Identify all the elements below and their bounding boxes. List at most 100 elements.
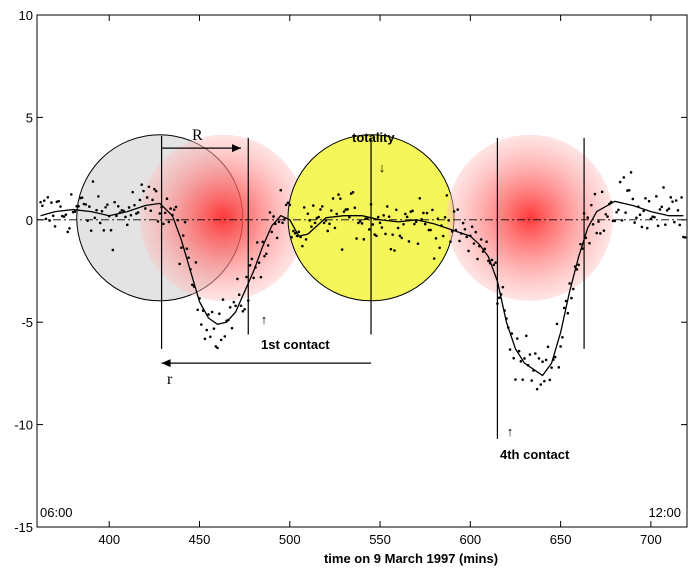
first-contact-label: 1st contact <box>261 337 330 352</box>
data-point <box>629 171 633 174</box>
data-point <box>313 221 317 225</box>
data-point <box>570 296 573 300</box>
data-point <box>68 226 71 230</box>
data-point <box>463 227 467 231</box>
data-point <box>339 197 342 200</box>
y-tick-label: 10 <box>19 8 33 23</box>
data-point <box>284 203 288 207</box>
data-point <box>425 211 429 215</box>
data-point <box>270 230 274 234</box>
data-point <box>158 212 162 215</box>
data-point <box>167 220 171 224</box>
data-point <box>535 387 539 391</box>
data-point <box>521 378 524 381</box>
data-point <box>145 196 149 199</box>
data-point <box>393 249 396 252</box>
data-point <box>98 221 102 225</box>
data-point <box>595 231 599 235</box>
data-point <box>286 201 290 205</box>
data-point <box>618 180 622 184</box>
data-point <box>340 248 344 251</box>
data-point <box>196 308 199 312</box>
data-point <box>42 199 46 202</box>
data-point <box>194 261 198 264</box>
plot-frame <box>36 14 688 528</box>
data-point <box>400 236 404 240</box>
data-point <box>617 208 620 212</box>
data-point <box>335 212 339 216</box>
data-point <box>546 345 550 349</box>
data-point <box>515 337 519 340</box>
data-point <box>265 252 268 256</box>
data-point <box>301 244 304 248</box>
data-point <box>501 285 505 289</box>
data-point <box>467 249 470 253</box>
data-point <box>216 346 219 350</box>
data-point <box>514 378 517 381</box>
data-point <box>304 238 308 241</box>
data-point <box>51 214 55 218</box>
data-point <box>593 192 597 196</box>
data-point <box>537 357 541 360</box>
data-point <box>93 216 97 220</box>
data-point <box>252 276 255 280</box>
data-point <box>310 225 313 228</box>
data-point <box>322 221 326 225</box>
totality-label: totality <box>352 130 395 145</box>
data-point <box>75 204 79 208</box>
data-point <box>673 220 676 224</box>
data-point <box>436 217 440 220</box>
data-point <box>59 205 62 208</box>
data-point <box>241 310 245 313</box>
data-point <box>434 237 438 240</box>
data-point <box>586 216 589 219</box>
data-point <box>64 213 68 216</box>
data-point <box>73 210 77 214</box>
data-point <box>561 335 564 339</box>
data-point <box>562 306 566 310</box>
data-point <box>333 226 337 230</box>
data-point <box>599 232 602 235</box>
x-tick-label: 500 <box>279 532 301 547</box>
data-point <box>539 383 543 386</box>
data-point <box>66 230 69 234</box>
data-point <box>297 230 301 234</box>
data-point <box>664 223 667 226</box>
data-point <box>452 210 456 213</box>
data-point <box>635 216 638 220</box>
data-point <box>275 236 279 240</box>
data-point <box>187 256 190 259</box>
data-point <box>555 322 559 326</box>
data-point <box>50 201 53 204</box>
data-point <box>205 328 209 332</box>
data-point <box>470 225 474 228</box>
red-disk-1 <box>139 134 307 301</box>
data-point <box>413 222 416 226</box>
data-point <box>149 209 153 213</box>
data-point <box>219 338 223 342</box>
data-point <box>431 208 434 212</box>
data-point <box>543 379 546 383</box>
y-tick-label: -10 <box>14 418 33 433</box>
data-point <box>210 310 214 314</box>
data-point <box>591 222 595 226</box>
data-point <box>293 231 297 235</box>
data-point <box>416 242 420 245</box>
data-point <box>494 261 497 264</box>
data-point <box>214 345 218 348</box>
data-point <box>640 225 644 229</box>
data-point <box>122 209 125 213</box>
data-point <box>349 192 353 195</box>
data-point <box>597 220 600 223</box>
data-point <box>106 203 109 206</box>
data-point <box>680 196 683 199</box>
data-point <box>292 229 295 233</box>
data-point <box>62 215 66 218</box>
data-point <box>362 238 366 241</box>
x-tick-label: 700 <box>640 532 662 547</box>
data-point <box>331 197 335 200</box>
r-arrow-head <box>161 359 171 368</box>
data-point <box>606 215 609 218</box>
data-point <box>660 205 664 209</box>
data-point <box>667 207 671 210</box>
